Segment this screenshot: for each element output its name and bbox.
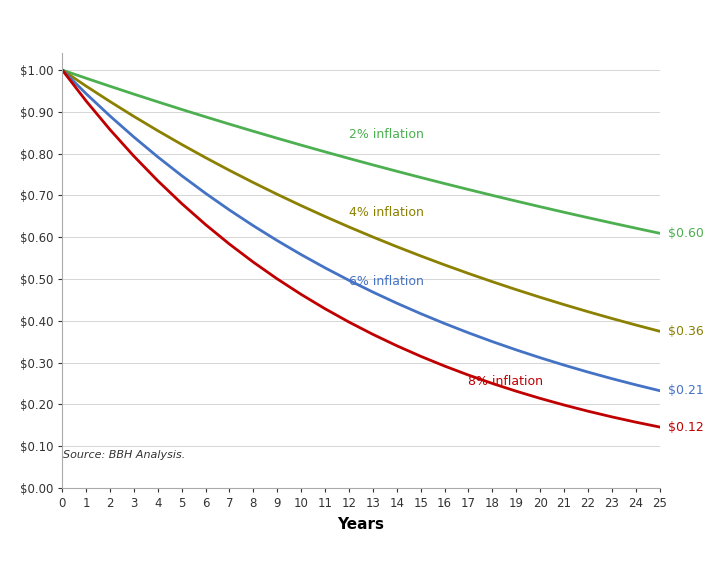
Text: The Purchasing Power of $1 at Various Rates of Inflation: The Purchasing Power of $1 at Various Ra… [9,19,608,38]
Text: 8% inflation: 8% inflation [469,375,544,388]
Text: 4% inflation: 4% inflation [349,206,424,219]
Text: 6% inflation: 6% inflation [349,275,424,288]
Text: $0.12: $0.12 [668,421,703,434]
Text: $0.21: $0.21 [668,384,703,397]
Text: $0.36: $0.36 [668,325,703,338]
Text: $0.60: $0.60 [668,227,704,240]
Text: Source: BBH Analysis.: Source: BBH Analysis. [63,450,185,460]
X-axis label: Years: Years [337,517,385,532]
Text: 2% inflation: 2% inflation [349,128,424,141]
